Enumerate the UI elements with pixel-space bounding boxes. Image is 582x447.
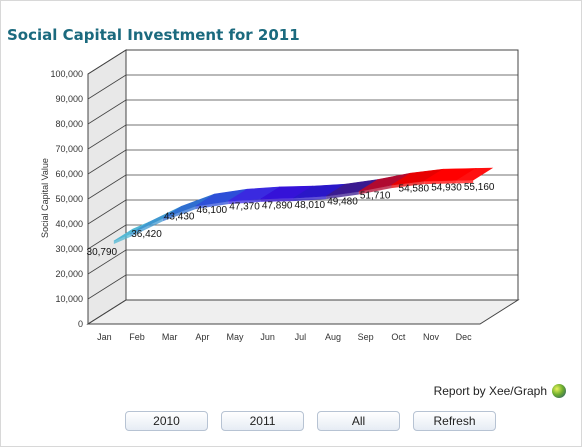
ribbon-edge: [228, 198, 261, 205]
grid-line-left: [87, 299, 127, 325]
grid-line-left: [87, 249, 127, 275]
y-tick-label: 60,000: [55, 169, 83, 179]
data-label: 54,580: [399, 184, 430, 195]
refresh-button[interactable]: Refresh: [413, 411, 496, 431]
grid-line-left: [87, 199, 127, 225]
data-label: 46,100: [197, 205, 228, 216]
credit-text: Report by Xee/Graph: [433, 384, 547, 398]
y-tick-label: 100,000: [50, 69, 83, 79]
x-tick-label: Aug: [325, 332, 341, 342]
grid-line-left: [87, 124, 127, 150]
x-tick-label: Sep: [358, 332, 374, 342]
x-tick-label: Dec: [456, 332, 473, 342]
grid-line-left: [87, 274, 127, 300]
ribbon-segment: [455, 167, 494, 181]
grid-line-left: [87, 74, 127, 100]
data-label: 51,710: [360, 191, 391, 202]
data-label: 48,010: [295, 200, 326, 211]
x-tick-label: Nov: [423, 332, 440, 342]
x-axis-ticks: Jan Feb Mar Apr May Jun Jul Aug Sep Oct Nov Dec: [97, 332, 472, 342]
grid-line-left: [87, 149, 127, 175]
ribbon-edge: [293, 196, 327, 202]
y-tick-label: 40,000: [55, 219, 83, 229]
grid-line-left: [87, 99, 127, 125]
credit: Report by Xee/Graph: [434, 384, 566, 398]
y-tick-label: 70,000: [55, 144, 83, 154]
year-2011-button[interactable]: 2011: [221, 411, 304, 431]
x-tick-label: May: [226, 332, 244, 342]
grid-line-left: [87, 174, 127, 200]
y-tick-label: 20,000: [55, 269, 83, 279]
ribbon-edge: [326, 191, 359, 200]
xeegraph-logo-icon: [552, 384, 566, 398]
data-label: 43,430: [164, 211, 195, 222]
grid-line-left: [87, 224, 127, 250]
x-tick-label: Feb: [129, 332, 145, 342]
data-label: 49,480: [327, 196, 358, 207]
x-tick-label: Oct: [391, 332, 406, 342]
y-tick-label: 0: [78, 319, 83, 329]
data-label: 47,890: [262, 200, 293, 211]
ribbon-edge: [456, 180, 474, 184]
floor: [86, 299, 520, 325]
ribbon-edge: [424, 180, 457, 185]
x-tick-label: Jun: [260, 332, 275, 342]
ribbon-edge: [358, 185, 392, 195]
ribbon-edge: [130, 218, 163, 237]
y-tick-label: 10,000: [55, 294, 83, 304]
y-tick-label: 30,000: [55, 244, 83, 254]
x-tick-label: Jul: [295, 332, 307, 342]
x-tick-label: Mar: [162, 332, 178, 342]
data-label: 47,370: [229, 202, 260, 213]
ribbon-edge: [260, 198, 294, 202]
y-tick-label: 90,000: [55, 94, 83, 104]
ribbon-edge: [391, 181, 425, 189]
y-tick-label: 50,000: [55, 194, 83, 204]
chart-title: Social Capital Investment for 2011: [7, 26, 300, 44]
all-button[interactable]: All: [317, 411, 400, 431]
y-axis-ticks: 0 10,000 20,000 30,000 40,000 50,000 60,000 70,…: [50, 69, 83, 329]
year-2010-button[interactable]: 2010: [125, 411, 208, 431]
ribbon-edge: [195, 201, 229, 210]
ribbon-series: [113, 167, 494, 245]
data-label: 36,420: [131, 229, 162, 240]
data-label: 55,160: [464, 182, 495, 193]
data-label: 30,790: [87, 247, 118, 258]
y-axis-label: Social Capital Value: [40, 158, 50, 238]
y-tick-label: 80,000: [55, 119, 83, 129]
button-bar: 2010 2011 All Refresh: [125, 411, 496, 431]
ribbon-edge: [162, 206, 196, 222]
data-label: 54,930: [431, 183, 462, 194]
ribbon-edge: [113, 233, 131, 245]
grid-line-left: [87, 49, 127, 75]
x-tick-label: Jan: [97, 332, 112, 342]
x-tick-label: Apr: [195, 332, 209, 342]
